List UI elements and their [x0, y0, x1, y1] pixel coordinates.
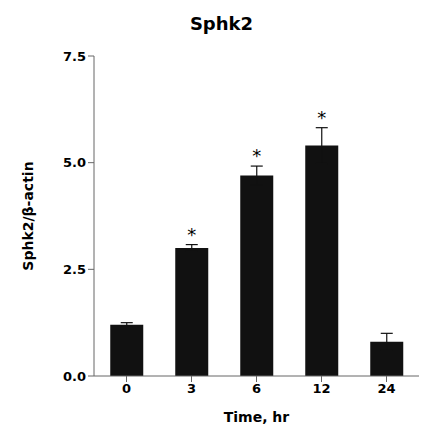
svg-text:3: 3: [187, 381, 196, 396]
svg-text:7.5: 7.5: [63, 49, 86, 64]
svg-text:*: *: [317, 107, 326, 128]
svg-text:12: 12: [312, 381, 330, 396]
svg-text:6: 6: [252, 381, 261, 396]
svg-text:24: 24: [377, 381, 395, 396]
svg-text:2.5: 2.5: [63, 262, 86, 277]
svg-text:*: *: [252, 145, 261, 166]
svg-text:Sphk2/β-actin: Sphk2/β-actin: [20, 161, 36, 270]
svg-text:0: 0: [122, 381, 131, 396]
svg-text:0.0: 0.0: [63, 369, 86, 384]
svg-text:*: *: [187, 224, 196, 245]
html-text:Sphk2: Sphk2: [189, 13, 254, 34]
svg-text:Time, hr: Time, hr: [224, 409, 290, 425]
svg-text:5.0: 5.0: [63, 155, 86, 170]
